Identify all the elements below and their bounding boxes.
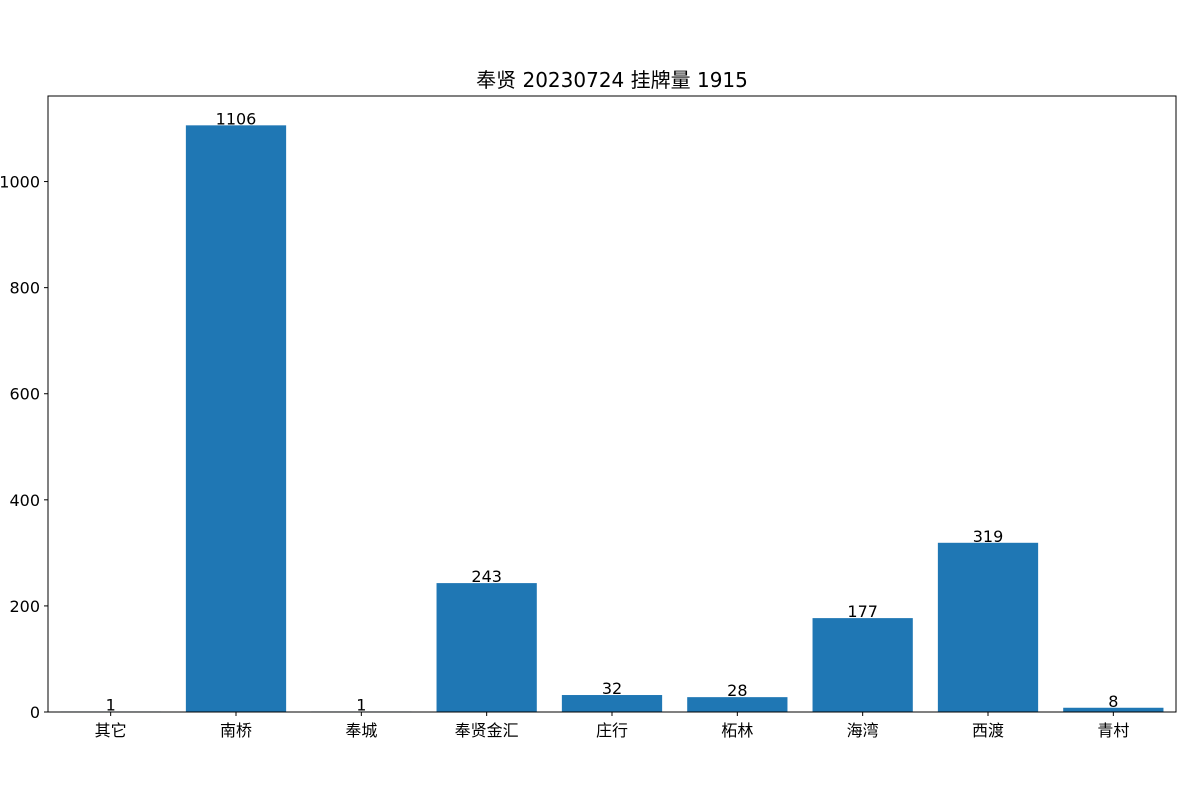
- y-axis-ticks: 0 200 400 600 800 1000: [0, 173, 48, 722]
- x-tick-label: 庄行: [596, 721, 628, 740]
- bar-value-label: 243: [471, 567, 502, 586]
- chart-title: 奉贤 20230724 挂牌量 1915: [476, 68, 748, 92]
- bar: [687, 697, 788, 712]
- bar: [1063, 707, 1164, 712]
- y-tick-label: 400: [9, 491, 40, 510]
- bar-value-label: 319: [973, 527, 1004, 546]
- x-tick-label: 海湾: [847, 721, 879, 740]
- x-tick-label: 西渡: [972, 721, 1004, 740]
- x-axis-ticks: 其它 南桥 奉城 奉贤金汇 庄行 柘林 海湾 西渡 青村: [95, 712, 1129, 740]
- bar: [812, 618, 913, 712]
- bar-value-label: 1106: [216, 109, 257, 128]
- bar-value-label: 32: [602, 679, 622, 698]
- bar: [436, 583, 537, 712]
- x-tick-label: 柘林: [721, 721, 753, 740]
- bar-value-label: 1: [356, 695, 366, 714]
- bar-labels-group: 1 1106 1 243 32 28 177 319 8: [106, 109, 1119, 714]
- bar-value-label: 1: [106, 695, 116, 714]
- y-tick-label: 0: [30, 703, 40, 722]
- bar-value-label: 177: [847, 602, 878, 621]
- x-tick-label: 其它: [95, 721, 127, 740]
- bar: [185, 125, 287, 713]
- plot-frame: [47, 95, 1177, 713]
- bars-group: [60, 125, 1164, 713]
- x-tick-label: 奉城: [345, 721, 377, 740]
- bar: [561, 695, 663, 712]
- bar-value-label: 8: [1108, 692, 1118, 711]
- x-tick-label: 南桥: [220, 721, 252, 740]
- y-tick-label: 600: [9, 385, 40, 404]
- x-tick-label: 奉贤金汇: [455, 721, 519, 740]
- y-tick-label: 800: [9, 279, 40, 298]
- y-tick-label: 200: [9, 597, 40, 616]
- bar: [937, 542, 1039, 712]
- y-tick-label: 1000: [0, 173, 40, 192]
- x-tick-label: 青村: [1097, 721, 1129, 740]
- bar-value-label: 28: [727, 681, 747, 700]
